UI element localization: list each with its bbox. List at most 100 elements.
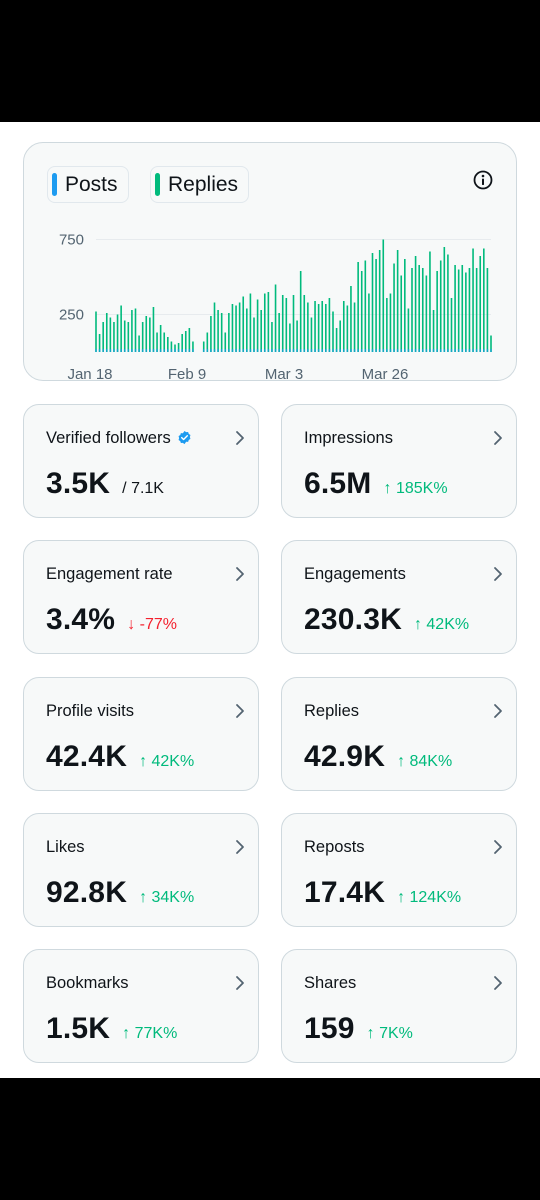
posts-bar: [432, 349, 435, 352]
replies-bar: [375, 259, 377, 352]
verified-badge-icon: [178, 430, 191, 445]
posts-bar: [310, 349, 313, 352]
replies-bar: [123, 320, 126, 352]
replies-bar: [149, 317, 151, 352]
chevron-right-icon[interactable]: [490, 702, 506, 720]
posts-bar: [213, 349, 216, 352]
replies-bar: [202, 341, 205, 352]
stat-value: 230.3K: [304, 603, 402, 636]
chevron-right-icon[interactable]: [490, 429, 506, 447]
replies-bar: [274, 284, 277, 352]
stat-card-shares[interactable]: Shares 159 ↑ 7K%: [281, 949, 517, 1063]
posts-bar: [400, 349, 403, 352]
replies-bar: [105, 313, 108, 352]
posts-bar: [159, 349, 162, 352]
posts-bar: [271, 349, 273, 352]
analytics-screen: Posts Replies 250 750 Jan 18 Feb 9 Mar 3 Mar …: [0, 122, 540, 1078]
stat-value-row: 6.5M ↑ 185K%: [304, 467, 448, 501]
posts-bar: [141, 349, 144, 352]
stat-label-text: Reposts: [304, 838, 365, 856]
replies-bar: [249, 293, 252, 352]
stat-value: 159: [304, 1012, 355, 1045]
replies-bar: [436, 271, 438, 352]
replies-bar: [450, 298, 453, 352]
stat-card-verified-followers[interactable]: Verified followers 3.5K / 7.1K: [23, 404, 259, 518]
stat-card-likes[interactable]: Likes 92.8K ↑ 34K%: [23, 813, 259, 927]
chevron-right-icon[interactable]: [232, 838, 248, 856]
posts-bar: [299, 349, 302, 352]
posts-bar: [325, 349, 327, 352]
legend-chip-posts[interactable]: Posts: [47, 166, 129, 203]
posts-bar: [292, 349, 295, 352]
chevron-right-icon[interactable]: [490, 838, 506, 856]
stat-change: ↑ 84K%: [397, 753, 453, 770]
posts-bar: [134, 349, 137, 352]
stat-card-bookmarks[interactable]: Bookmarks 1.5K ↑ 77K%: [23, 949, 259, 1063]
replies-bar: [120, 305, 122, 352]
posts-bar: [371, 349, 374, 352]
stat-value-row: 230.3K ↑ 42K%: [304, 603, 469, 637]
x-tick-label: Mar 26: [362, 366, 409, 382]
replies-bar: [231, 304, 234, 352]
replies-bar: [429, 251, 431, 352]
posts-bar: [443, 349, 446, 352]
replies-bar: [145, 316, 148, 352]
stat-label-text: Engagements: [304, 565, 406, 583]
stat-card-impressions[interactable]: Impressions 6.5M ↑ 185K%: [281, 404, 517, 518]
info-circle-icon[interactable]: [472, 169, 494, 191]
posts-bar: [353, 349, 356, 352]
replies-bar: [346, 305, 349, 352]
posts-bar: [404, 349, 406, 352]
posts-bar: [342, 349, 345, 352]
posts-bar: [285, 349, 288, 352]
replies-bar: [472, 248, 474, 352]
legend-chip-replies[interactable]: Replies: [150, 166, 250, 203]
activity-bar-chart: 250 750 Jan 18 Feb 9 Mar 3 Mar 26: [59, 232, 492, 382]
posts-bar: [447, 349, 449, 352]
stat-change: ↑ 42K%: [413, 616, 470, 633]
replies-bar: [486, 268, 489, 352]
stat-change: ↑ 7K%: [366, 1025, 413, 1042]
replies-bar: [350, 286, 352, 352]
posts-bar: [360, 349, 363, 352]
stat-card-replies[interactable]: Replies 42.9K ↑ 84K%: [281, 677, 517, 791]
posts-bar: [386, 349, 388, 352]
replies-bar: [414, 256, 417, 352]
posts-bar: [120, 349, 122, 352]
replies-bar: [116, 314, 119, 352]
replies-bar: [177, 343, 180, 352]
replies-bar: [228, 313, 230, 352]
posts-bar: [281, 349, 284, 352]
posts-bar: [238, 349, 241, 352]
stat-change: ↑ 42K%: [139, 753, 195, 770]
chevron-right-icon[interactable]: [232, 702, 248, 720]
stat-card-engagements[interactable]: Engagements 230.3K ↑ 42K%: [281, 540, 517, 654]
posts-bar: [378, 349, 381, 352]
replies-bar: [224, 332, 227, 352]
replies-bar: [432, 310, 435, 352]
chevron-right-icon[interactable]: [490, 974, 506, 992]
chevron-right-icon[interactable]: [232, 565, 248, 583]
posts-bar: [389, 349, 392, 352]
stat-label: Profile visits: [46, 702, 134, 721]
stat-value-row: 92.8K ↑ 34K%: [46, 876, 194, 910]
stat-value-row: 42.4K ↑ 42K%: [46, 740, 194, 774]
stat-label: Bookmarks: [46, 974, 129, 993]
chevron-right-icon[interactable]: [232, 974, 248, 992]
replies-bar: [170, 341, 173, 352]
posts-bar: [479, 349, 482, 352]
stat-label: Likes: [46, 838, 85, 857]
stat-label: Engagements: [304, 565, 406, 584]
stat-card-profile-visits[interactable]: Profile visits 42.4K ↑ 42K%: [23, 677, 259, 791]
posts-bar: [116, 349, 119, 352]
posts-bar: [170, 349, 173, 352]
chevron-right-icon[interactable]: [232, 429, 248, 447]
stat-card-reposts[interactable]: Reposts 17.4K ↑ 124K%: [281, 813, 517, 927]
chevron-right-icon[interactable]: [490, 565, 506, 583]
stat-card-engagement-rate[interactable]: Engagement rate 3.4% ↓ -77%: [23, 540, 259, 654]
replies-bar: [310, 317, 313, 352]
posts-bar: [321, 349, 324, 352]
stat-label: Replies: [304, 702, 359, 721]
posts-bar: [231, 349, 234, 352]
posts-bar: [357, 349, 359, 352]
